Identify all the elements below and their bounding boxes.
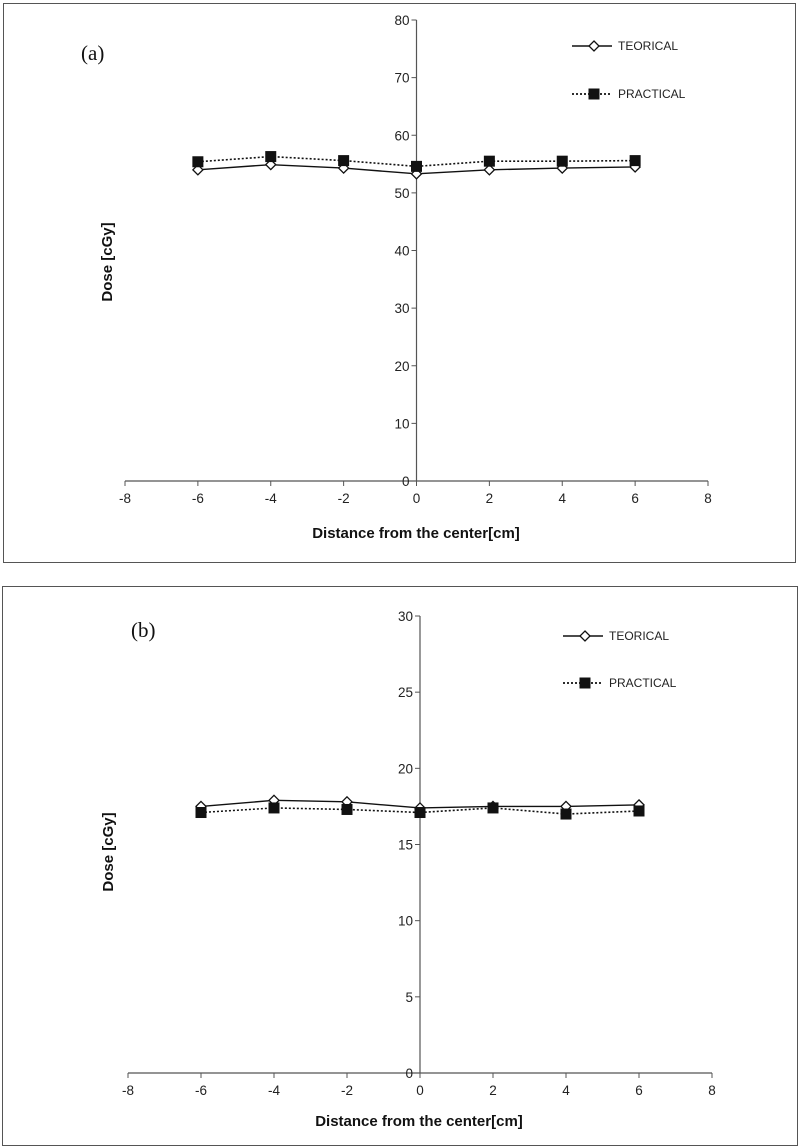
chart1-legend-marker-teorical: [579, 630, 591, 642]
chart0-y-tick-label: 0: [402, 474, 410, 489]
chart0-x-axis-label: Distance from the center[cm]: [312, 525, 520, 542]
chart0-x-tick-label: 8: [704, 491, 712, 506]
chart1-x-tick-label: 6: [635, 1083, 643, 1098]
chart0-y-axis-label: Dose [cGy]: [99, 222, 116, 301]
chart1-x-tick-label: 0: [416, 1083, 424, 1098]
chart0-series-practical-point: [265, 151, 277, 163]
chart0-x-tick-label: 4: [558, 491, 566, 506]
chart1-y-tick-label: 25: [398, 685, 413, 700]
chart-a: -8 -6 -4 -2 0 2 4 6 801020304050607080(a)Distanc…: [81, 13, 712, 542]
chart1-y-tick-label: 10: [398, 914, 413, 929]
chart1-y-tick-label: 30: [398, 609, 413, 624]
chart0-legend-label-teorical: TEORICAL: [618, 39, 678, 53]
chart1-legend-marker-practical: [579, 677, 591, 689]
chart1-x-tick-label: 4: [562, 1083, 570, 1098]
chart1-legend-label-practical: PRACTICAL: [609, 676, 677, 690]
chart1-y-tick-label: 0: [405, 1066, 413, 1081]
chart1-series-practical-point: [195, 807, 207, 819]
chart0-series-teorical-point: [264, 158, 277, 171]
chart0-series-practical-point: [483, 155, 495, 167]
chart0-series-practical-point: [192, 156, 204, 168]
chart1-x-axis-label: Distance from the center[cm]: [315, 1113, 523, 1130]
chart1-legend-label-teorical: TEORICAL: [609, 629, 669, 643]
chart0-y-tick-label: 80: [394, 13, 409, 28]
chart-panel-b: -8 -6 -4 -2 0 2 4 6 8 0 5 10 15 20 25 30 (b) Distance fro…: [2, 586, 798, 1146]
chart1-x-tick-label: -2: [341, 1083, 353, 1098]
chart0-panel-label: (a): [81, 41, 104, 65]
chart1-series-practical-point: [633, 805, 645, 817]
chart1-y-tick-label: 20: [398, 761, 413, 776]
chart1-y-tick-label: 5: [405, 990, 413, 1005]
chart1-series-practical-point: [560, 808, 572, 820]
chart0-y-tick-label: 60: [394, 128, 409, 143]
chart0-series-teorical-point: [483, 163, 496, 176]
chart0-series-practical-point: [556, 155, 568, 167]
chart0-legend-marker-practical: [588, 88, 600, 100]
chart0-y-tick-label: 40: [394, 244, 409, 259]
chart0-y-tick-label: 50: [394, 186, 409, 201]
chart0-series-teorical-point: [191, 163, 204, 176]
chart0-y-tick-label: 20: [394, 359, 409, 374]
chart1-y-tick-label: 15: [398, 838, 413, 853]
chart1-series-practical-point: [341, 803, 353, 815]
chart0-series-practical-point: [411, 160, 422, 172]
chart0-x-tick-label: -2: [338, 491, 350, 506]
chart1-x-tick-label: -4: [268, 1083, 280, 1098]
chart1-x-tick-label: -8: [122, 1083, 134, 1098]
chart1-y-axis-label: Dose [cGy]: [100, 812, 117, 891]
chart0-y-tick-label: 70: [394, 71, 409, 86]
chart0-x-tick-label: -8: [119, 491, 131, 506]
chart0-y-tick-label: 10: [394, 416, 409, 431]
chart-panel-a: -8 -6 -4 -2 0 2 4 6 8 0 10 20 30 40 50 60 70 80 (a) Distanc…: [3, 3, 796, 563]
chart0-y-tick-label: 30: [394, 301, 409, 316]
chart0-x-tick-label: 6: [631, 491, 639, 506]
chart1-panel-label: (b): [131, 618, 156, 642]
chart1-x-tick-label: 8: [708, 1083, 716, 1098]
chart1-x-tick-label: 2: [489, 1083, 497, 1098]
chart1-series-practical-point: [414, 807, 426, 819]
chart0-x-tick-label: -4: [265, 491, 277, 506]
chart0-x-tick-label: -6: [192, 491, 204, 506]
chart1-series-practical-point: [487, 802, 499, 814]
chart1-x-tick-label: -6: [195, 1083, 207, 1098]
chart0-series-practical-point: [629, 155, 641, 167]
chart-b: -8 -6 -4 -2 0 2 4 6 8 0 5 10 15 20 25 30 (b) Distance fro…: [100, 609, 716, 1130]
chart0-legend-marker-teorical: [588, 40, 600, 52]
chart0-legend-label-practical: PRACTICAL: [618, 87, 686, 101]
chart0-x-tick-label: 2: [486, 491, 494, 506]
chart0-series-practical-point: [338, 155, 350, 167]
chart0-x-tick-label: 0: [413, 491, 421, 506]
chart1-series-practical-point: [268, 802, 280, 814]
